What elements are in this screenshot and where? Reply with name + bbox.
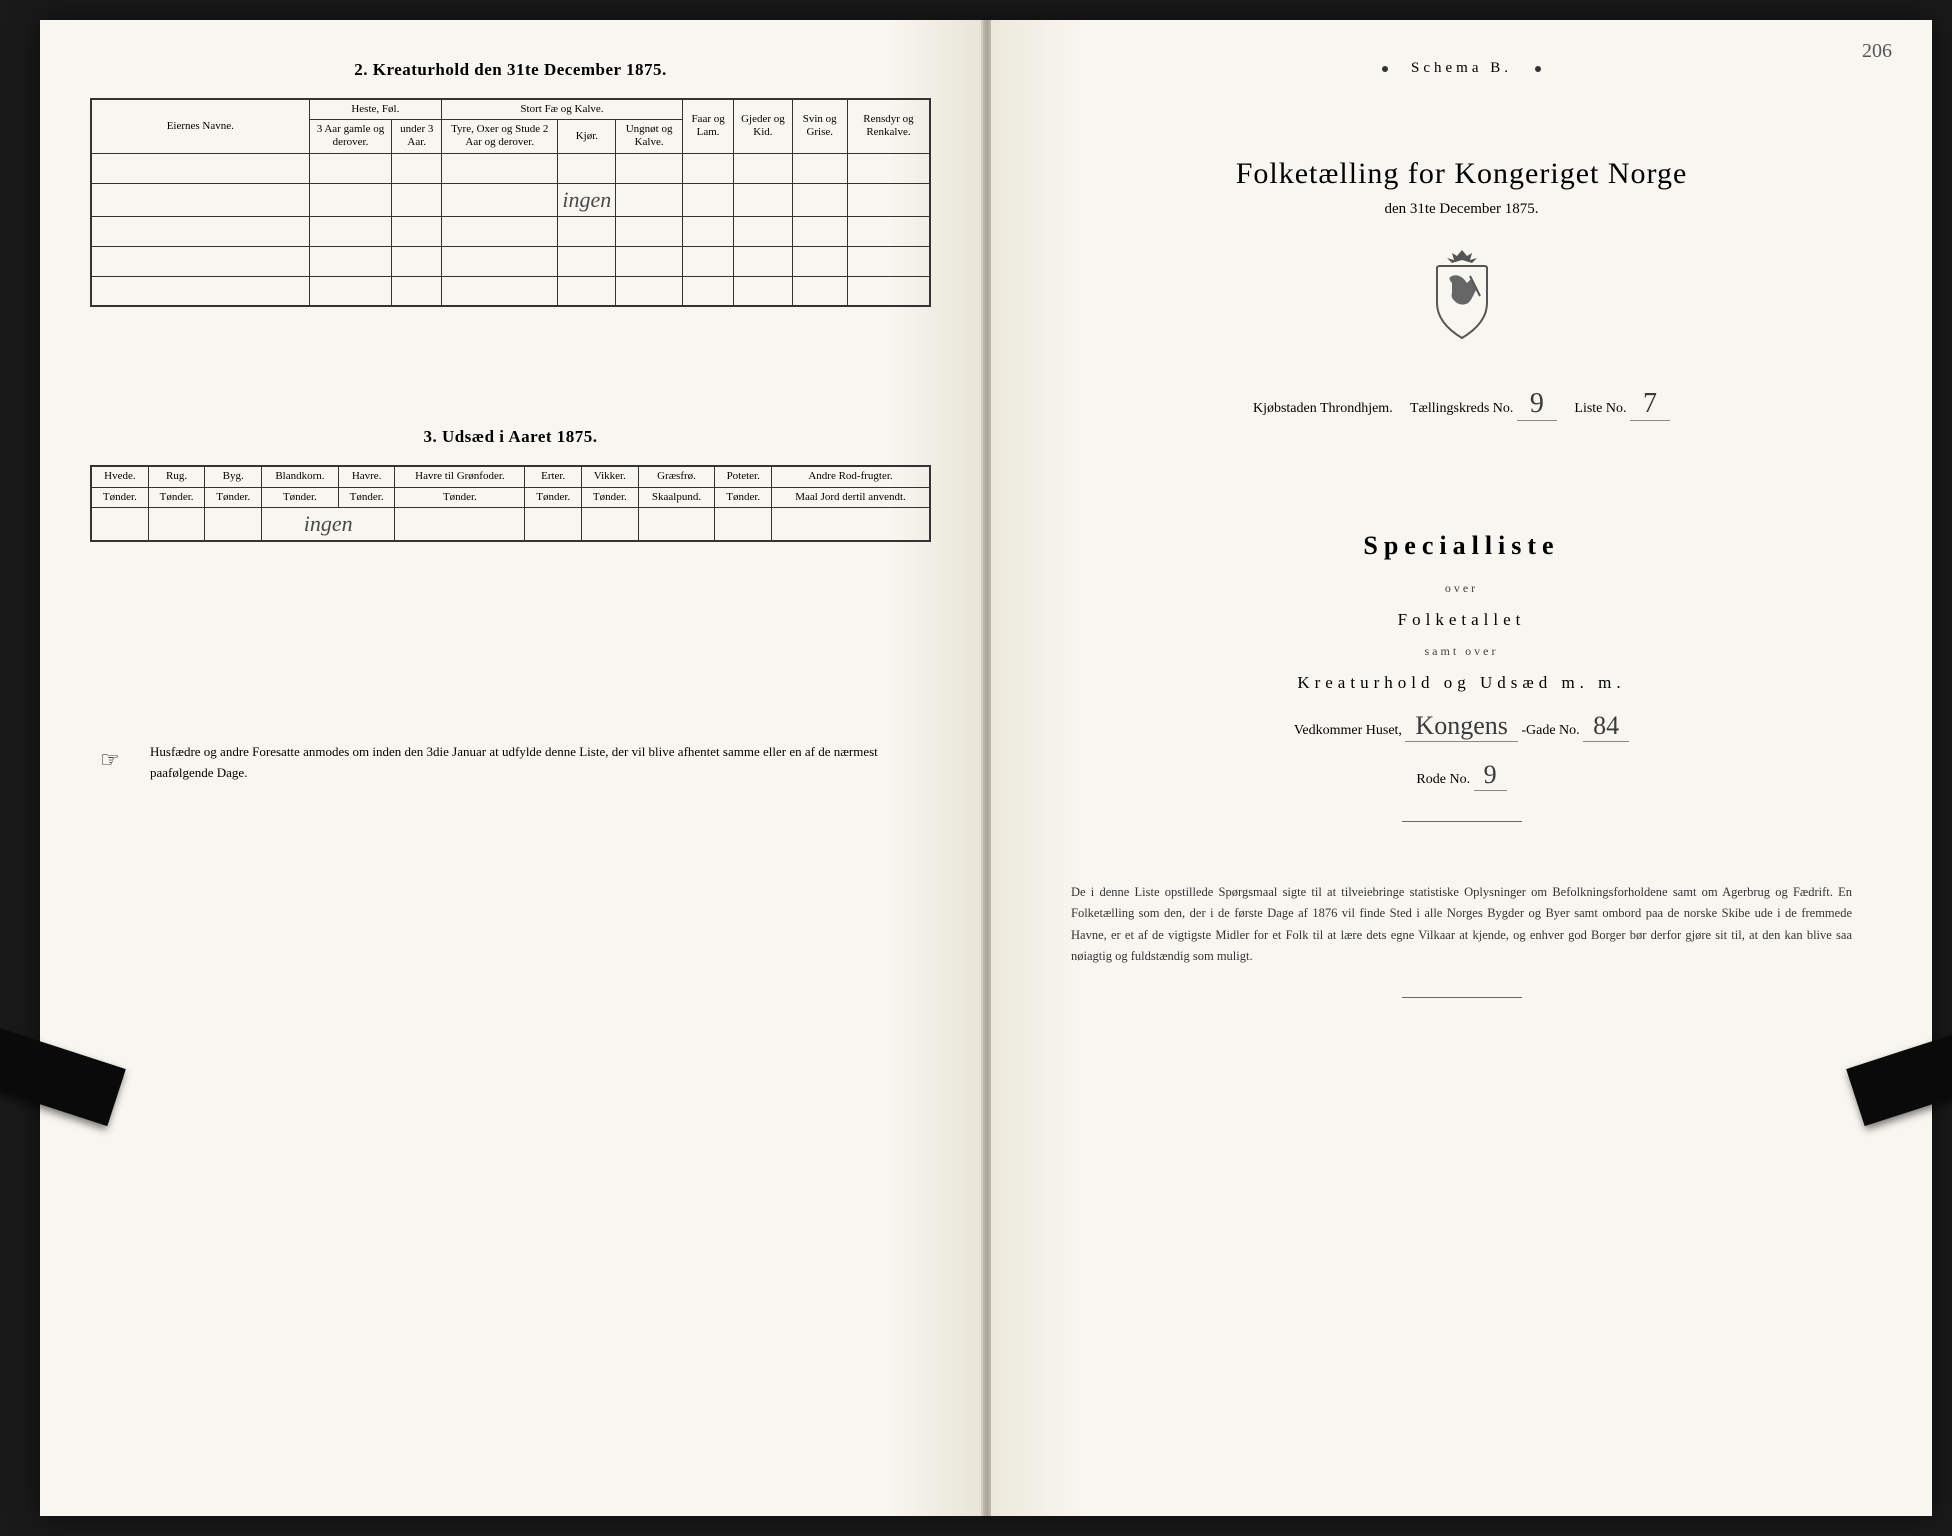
district-label: Tællingskreds No. <box>1410 401 1513 416</box>
col-sheep: Faar og Lam. <box>682 99 733 153</box>
samt-over-label: samt over <box>1041 644 1882 659</box>
u6: Tønder. <box>395 487 525 507</box>
gade-label: -Gade No. <box>1521 723 1579 738</box>
c10: Poteter. <box>715 466 772 487</box>
c3: Byg. <box>205 466 262 487</box>
rode-value: 9 <box>1474 760 1507 791</box>
house-name: Kongens <box>1405 711 1517 742</box>
u1: Tønder. <box>91 487 148 507</box>
section3-title: 3. Udsæd i Aaret 1875. <box>90 427 931 447</box>
page-number: 206 <box>1862 40 1892 63</box>
col-reindeer: Rensdyr og Renkalve. <box>847 99 930 153</box>
divider-2 <box>1402 997 1522 998</box>
u4: Tønder. <box>262 487 339 507</box>
district-value: 9 <box>1517 388 1557 421</box>
u9: Skaalpund. <box>638 487 715 507</box>
sub-cattle-bull: Tyre, Oxer og Stude 2 Aar og derover. <box>442 120 558 153</box>
coat-of-arms-icon <box>1041 248 1882 348</box>
c5: Havre. <box>338 466 395 487</box>
seed-table: Hvede. Rug. Byg. Blandkorn. Havre. Havre… <box>90 465 931 542</box>
over-label: over <box>1041 581 1882 596</box>
u8: Tønder. <box>582 487 639 507</box>
district-line: Kjøbstaden Throndhjem. Tællingskreds No.… <box>1041 388 1882 421</box>
c2: Rug. <box>148 466 205 487</box>
section2-title: 2. Kreaturhold den 31te December 1875. <box>90 60 931 80</box>
u11: Maal Jord dertil anvendt. <box>772 487 930 507</box>
c7: Erter. <box>525 466 582 487</box>
sub-horse-young: under 3 Aar. <box>392 120 442 153</box>
schema-text: Schema B. <box>1411 60 1512 76</box>
right-footnote: De i denne Liste opstillede Spørgsmaal s… <box>1041 882 1882 967</box>
divider <box>1402 821 1522 822</box>
c6: Havre til Grønfoder. <box>395 466 525 487</box>
special-title: Specialliste <box>1041 531 1882 561</box>
book-spread: 2. Kreaturhold den 31te December 1875. E… <box>40 20 1932 1516</box>
gade-value: 84 <box>1583 711 1629 742</box>
kreatur-line: Kreaturhold og Udsæd m. m. <box>1041 673 1882 693</box>
sub-cattle-calf: Ungnøt og Kalve. <box>616 120 683 153</box>
right-page: 206 Schema B. Folketælling for Kongerige… <box>991 20 1932 1516</box>
rode-label: Rode No. <box>1416 772 1470 787</box>
list-value: 7 <box>1630 388 1670 421</box>
u2: Tønder. <box>148 487 205 507</box>
entry-ingen-2: ingen <box>262 507 395 541</box>
left-page: 2. Kreaturhold den 31te December 1875. E… <box>40 20 983 1516</box>
livestock-table: Eiernes Navne. Heste, Føl. Stort Fæ og K… <box>90 98 931 307</box>
hand-pointer-icon: ☞ <box>100 742 120 777</box>
left-footnote: ☞ Husfædre og andre Foresatte anmodes om… <box>90 742 931 784</box>
rode-line: Rode No. 9 <box>1041 760 1882 791</box>
c1: Hvede. <box>91 466 148 487</box>
book-clip-left <box>0 1026 126 1126</box>
grp-cattle: Stort Fæ og Kalve. <box>442 99 683 120</box>
c9: Græsfrø. <box>638 466 715 487</box>
list-label: Liste No. <box>1574 401 1626 416</box>
date-line: den 31te December 1875. <box>1041 201 1882 218</box>
folketallet-label: Folketallet <box>1041 610 1882 630</box>
left-footnote-text: Husfædre og andre Foresatte anmodes om i… <box>150 744 878 780</box>
c4: Blandkorn. <box>262 466 339 487</box>
house-label: Vedkommer Huset, <box>1294 723 1402 738</box>
sub-horse-old: 3 Aar gamle og derover. <box>309 120 392 153</box>
u5: Tønder. <box>338 487 395 507</box>
entry-ingen: ingen <box>558 183 616 216</box>
book-clip-right <box>1846 1026 1952 1126</box>
col-goat: Gjeder og Kid. <box>734 99 792 153</box>
col-owner: Eiernes Navne. <box>91 99 309 153</box>
c11: Andre Rod-frugter. <box>772 466 930 487</box>
house-line: Vedkommer Huset, Kongens -Gade No. 84 <box>1041 711 1882 742</box>
city-label: Kjøbstaden Throndhjem. <box>1253 401 1393 416</box>
book-spine <box>983 20 991 1516</box>
c8: Vikker. <box>582 466 639 487</box>
main-title: Folketælling for Kongeriget Norge <box>1041 157 1882 191</box>
u10: Tønder. <box>715 487 772 507</box>
u3: Tønder. <box>205 487 262 507</box>
sub-cattle-cow: Kjør. <box>558 120 616 153</box>
schema-label: Schema B. <box>1041 60 1882 77</box>
col-pig: Svin og Grise. <box>792 99 847 153</box>
u7: Tønder. <box>525 487 582 507</box>
grp-horse: Heste, Føl. <box>309 99 441 120</box>
